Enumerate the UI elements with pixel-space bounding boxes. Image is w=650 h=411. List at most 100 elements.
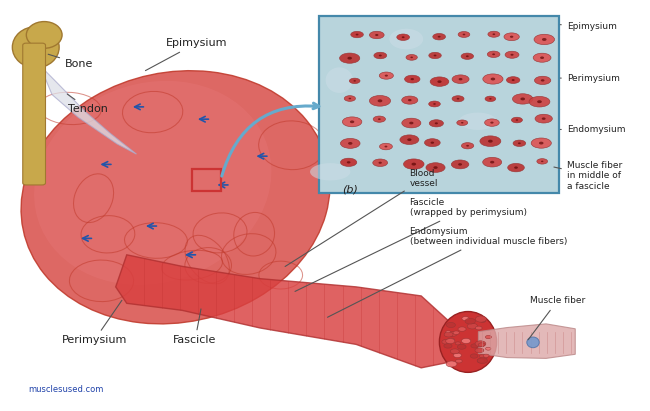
Ellipse shape [446,361,457,367]
Ellipse shape [512,79,515,81]
Text: Epimysium: Epimysium [146,38,227,71]
Ellipse shape [510,36,514,38]
Ellipse shape [447,323,456,328]
Polygon shape [42,68,136,154]
Ellipse shape [462,143,474,149]
Ellipse shape [514,166,518,169]
Ellipse shape [429,101,440,107]
Ellipse shape [349,78,360,83]
Ellipse shape [341,139,360,148]
Ellipse shape [385,145,387,148]
Ellipse shape [379,72,393,79]
Ellipse shape [350,120,354,123]
Ellipse shape [452,75,469,83]
Ellipse shape [404,159,424,169]
Ellipse shape [26,21,62,48]
Ellipse shape [404,75,420,83]
Ellipse shape [429,52,441,59]
Ellipse shape [448,332,457,336]
Bar [192,169,221,191]
Ellipse shape [396,34,410,40]
Ellipse shape [448,338,455,342]
Ellipse shape [504,33,519,41]
Ellipse shape [490,122,493,124]
Ellipse shape [348,142,352,145]
Ellipse shape [480,136,501,146]
Ellipse shape [354,80,356,82]
Ellipse shape [466,145,469,147]
Ellipse shape [369,95,391,106]
Text: Perimysium: Perimysium [62,300,127,345]
Ellipse shape [529,97,550,107]
Ellipse shape [434,55,436,56]
Ellipse shape [442,339,450,344]
Ellipse shape [373,116,385,122]
Text: Perimysium: Perimysium [560,74,619,83]
Ellipse shape [470,354,478,358]
Ellipse shape [378,99,382,102]
Ellipse shape [455,342,461,345]
Ellipse shape [475,326,482,330]
Ellipse shape [385,75,388,76]
Ellipse shape [475,348,484,353]
Ellipse shape [444,344,452,348]
Ellipse shape [430,141,434,144]
Ellipse shape [488,140,493,143]
Ellipse shape [461,53,474,60]
Ellipse shape [513,140,526,146]
Ellipse shape [411,78,414,80]
Ellipse shape [326,67,353,93]
Ellipse shape [374,52,387,59]
FancyBboxPatch shape [23,43,46,185]
Ellipse shape [541,79,545,81]
Ellipse shape [380,143,393,150]
Ellipse shape [541,161,543,162]
Ellipse shape [465,319,475,324]
Ellipse shape [534,34,554,45]
Ellipse shape [463,34,465,35]
Ellipse shape [402,36,404,38]
Ellipse shape [453,331,460,335]
Ellipse shape [467,323,478,329]
Ellipse shape [537,100,542,103]
Ellipse shape [491,78,495,81]
Ellipse shape [486,335,491,339]
Ellipse shape [508,164,525,172]
Ellipse shape [533,53,551,62]
Ellipse shape [515,119,518,121]
Ellipse shape [310,163,350,180]
Ellipse shape [537,159,547,164]
Ellipse shape [341,158,357,166]
Ellipse shape [490,161,494,164]
Ellipse shape [378,118,381,120]
Polygon shape [116,255,468,368]
Ellipse shape [433,103,436,105]
Ellipse shape [400,135,419,145]
Text: Muscle fiber
in middle of
a fascicle: Muscle fiber in middle of a fascicle [554,161,622,191]
Ellipse shape [446,339,455,344]
Ellipse shape [510,54,514,56]
Ellipse shape [445,331,451,334]
Ellipse shape [539,142,543,145]
Ellipse shape [347,161,350,164]
Ellipse shape [462,338,471,344]
Ellipse shape [437,80,441,83]
Ellipse shape [435,122,438,124]
Ellipse shape [506,77,520,83]
Ellipse shape [453,353,461,358]
Ellipse shape [459,78,462,81]
Ellipse shape [406,55,417,60]
Text: musclesused.com: musclesused.com [29,385,104,394]
Ellipse shape [512,94,533,104]
Ellipse shape [518,142,521,144]
Ellipse shape [471,344,478,348]
Ellipse shape [458,344,466,349]
Ellipse shape [486,347,491,350]
Ellipse shape [348,57,352,60]
Ellipse shape [375,34,378,36]
Ellipse shape [478,343,485,346]
Ellipse shape [475,341,486,347]
Ellipse shape [534,76,551,85]
Ellipse shape [540,56,544,59]
Ellipse shape [492,53,495,55]
